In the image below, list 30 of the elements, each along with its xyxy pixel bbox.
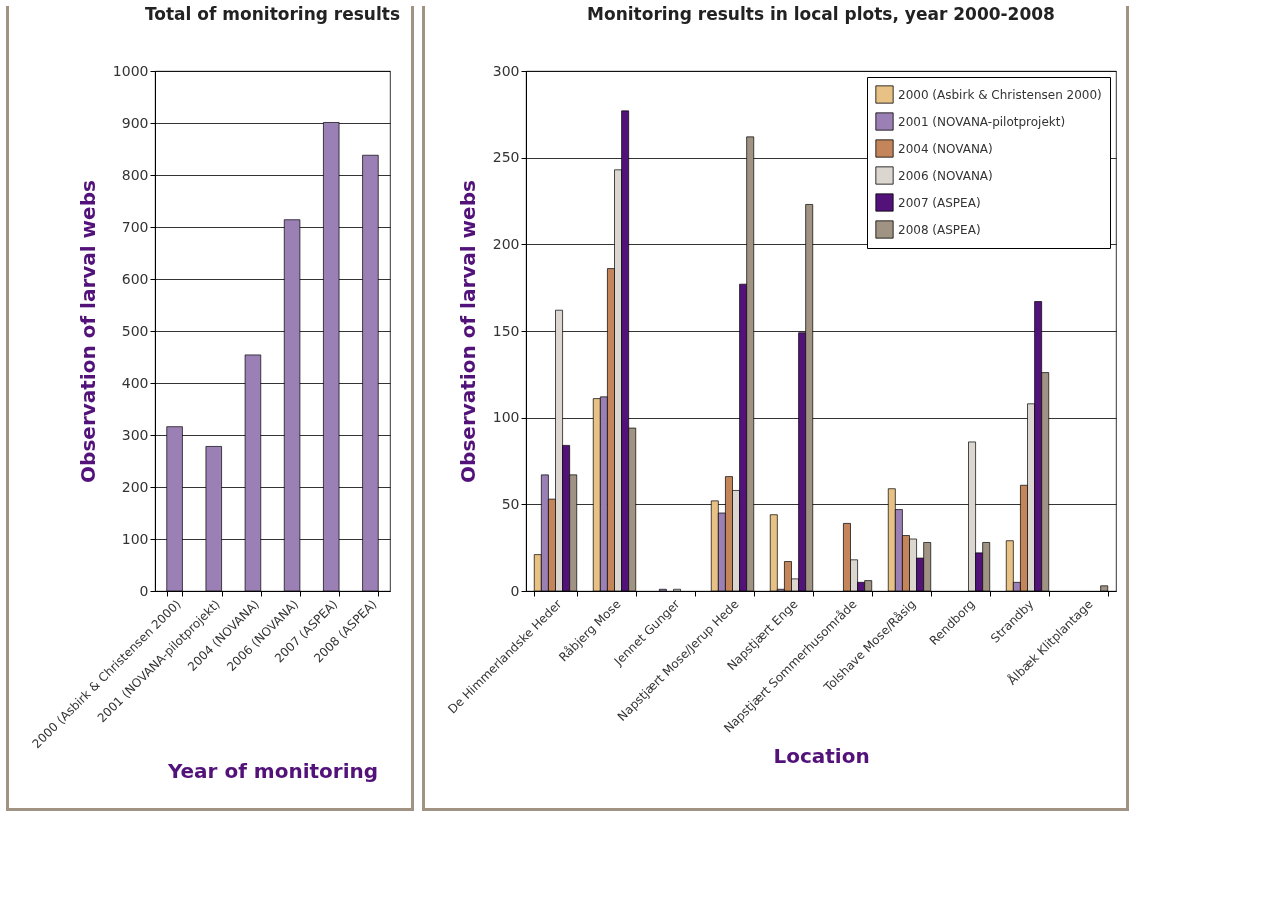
x-axis-title: Location <box>773 743 870 768</box>
y-tick-label: 200 <box>121 478 149 495</box>
y-tick-label: 300 <box>492 62 520 79</box>
y-tick-label: 0 <box>139 582 149 599</box>
y-tick-label: 250 <box>492 149 520 166</box>
y-tick-label: 400 <box>121 374 149 391</box>
y-tick-label: 50 <box>501 495 520 512</box>
legend-label: 2004 (NOVANA) <box>898 141 993 156</box>
y-tick-label: 100 <box>492 409 520 426</box>
y-tick-label: 150 <box>492 322 520 339</box>
y-tick-label: 1000 <box>112 62 149 79</box>
legend-label: 2001 (NOVANA-pilotprojekt) <box>898 114 1066 129</box>
x-axis-title: Year of monitoring <box>166 759 379 784</box>
y-axis-title: Observation of larval webs <box>75 180 100 483</box>
y-tick-label: 300 <box>121 426 149 443</box>
legend-label: 2000 (Asbirk & Christensen 2000) <box>898 87 1102 102</box>
y-tick-label: 100 <box>121 530 149 547</box>
y-tick-label: 900 <box>121 114 149 131</box>
y-tick-label: 600 <box>121 270 149 287</box>
y-tick-label: 0 <box>510 582 520 599</box>
legend-label: 2008 (ASPEA) <box>898 222 981 237</box>
chart-title: Monitoring results in local plots, year 2000-2008 <box>587 4 1055 24</box>
y-tick-label: 200 <box>492 235 520 252</box>
y-tick-label: 800 <box>121 166 149 183</box>
legend-label: 2007 (ASPEA) <box>898 195 981 210</box>
y-axis-title: Observation of larval webs <box>455 180 480 483</box>
legend-label: 2006 (NOVANA) <box>898 168 993 183</box>
chart-title: Total of monitoring results <box>144 4 401 24</box>
y-tick-label: 500 <box>121 322 149 339</box>
y-tick-label: 700 <box>121 218 149 235</box>
